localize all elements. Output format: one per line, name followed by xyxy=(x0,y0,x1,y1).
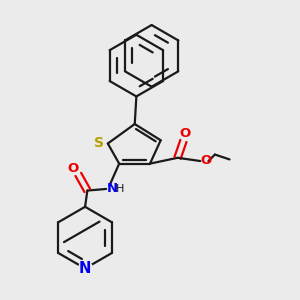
Text: N: N xyxy=(106,182,118,195)
Text: H: H xyxy=(116,184,124,194)
Text: O: O xyxy=(179,127,191,140)
Text: O: O xyxy=(68,162,79,175)
Text: N: N xyxy=(79,261,91,276)
Text: O: O xyxy=(200,154,212,167)
Text: S: S xyxy=(94,136,104,150)
